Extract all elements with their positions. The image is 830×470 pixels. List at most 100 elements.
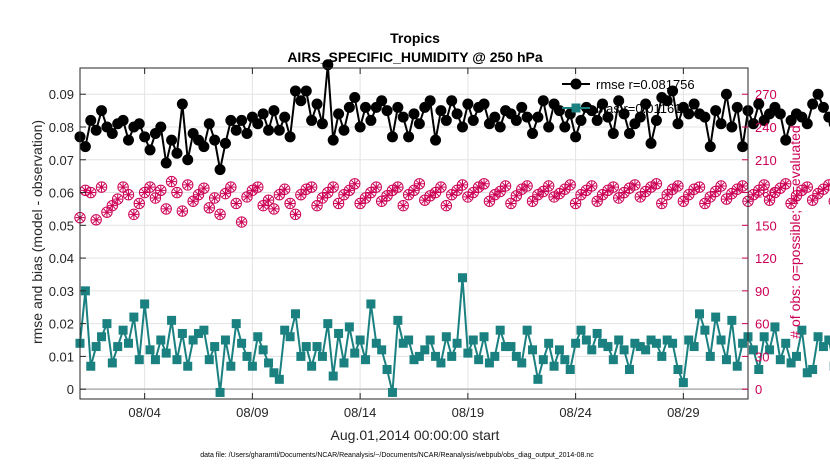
x-tick-label: 08/29 (667, 405, 700, 420)
obs-possible-point (90, 214, 102, 226)
bias-point (253, 332, 263, 342)
y2-tick-label: 270 (755, 87, 777, 102)
y-tick-label: 0.07 (49, 153, 74, 168)
obs-evaluated-point (80, 185, 90, 195)
obs-evaluated-point (592, 196, 602, 206)
rmse-point (96, 105, 108, 117)
rmse-point (780, 134, 792, 146)
obs-possible-point (182, 179, 194, 191)
bias-point (533, 374, 543, 384)
rmse-point (203, 118, 215, 130)
obs-evaluated-point (727, 189, 737, 199)
rmse-point (575, 114, 587, 126)
rmse-point (817, 101, 829, 113)
obs-evaluated-point (571, 198, 581, 209)
y-tick-label: 0.04 (49, 251, 74, 266)
obs-evaluated-point (393, 182, 403, 192)
bias-point (484, 358, 494, 368)
obs-evaluated-point (344, 185, 354, 195)
obs-evaluated-point (247, 185, 257, 195)
obs-evaluated-point (172, 187, 182, 198)
bias-point (641, 345, 651, 355)
obs-evaluated-point (587, 181, 597, 191)
obs-possible-point (284, 197, 296, 210)
rmse-point (424, 95, 436, 107)
obs-evaluated-point (797, 185, 807, 195)
bias-point (581, 335, 591, 345)
obs-possible-point (198, 182, 210, 194)
obs-evaluated-point (274, 190, 284, 200)
obs-possible-point (413, 178, 426, 190)
rmse-point (516, 101, 528, 113)
bias-point (387, 387, 397, 397)
obs-evaluated-point (107, 201, 117, 211)
obs-evaluated-point (802, 182, 812, 192)
y-tick-label: 0 (67, 382, 74, 397)
y2-tick-label: 210 (755, 153, 777, 168)
bias-point (495, 325, 505, 335)
bias-point (479, 332, 489, 342)
bias-point (673, 365, 683, 375)
obs-evaluated-point (366, 187, 376, 198)
rmse-point (176, 98, 188, 110)
obs-possible-point (155, 184, 167, 197)
rmse-point (376, 95, 388, 107)
obs-evaluated-point (479, 179, 489, 189)
obs-possible-point (230, 197, 242, 210)
obs-possible-point (225, 181, 237, 193)
obs-evaluated-point (425, 191, 435, 201)
bias-point (727, 315, 737, 325)
obs-evaluated-point (193, 190, 204, 200)
obs-evaluated-point (786, 198, 796, 209)
y2-tick-label: 60 (755, 317, 769, 332)
x-tick-label: 08/19 (452, 405, 485, 420)
rmse-point (392, 101, 404, 113)
rmse-point (386, 131, 398, 143)
obs-evaluated-point (253, 182, 263, 192)
bias-point (738, 338, 748, 348)
obs-possible-point (144, 181, 156, 193)
obs-evaluated-point (323, 187, 333, 198)
y2-tick-label: 180 (755, 186, 777, 201)
obs-evaluated-point (813, 189, 823, 199)
rmse-point (704, 141, 716, 153)
obs-evaluated-point (436, 182, 446, 192)
obs-evaluated-point (371, 182, 381, 192)
rmse-point (354, 121, 366, 133)
obs-evaluated-point (441, 201, 451, 211)
rmse-point (661, 95, 673, 107)
obs-evaluated-point (301, 184, 311, 194)
obs-evaluated-point (748, 190, 758, 200)
obs-evaluated-point (398, 201, 408, 211)
obs-evaluated-point (759, 180, 769, 190)
obs-evaluated-point (237, 217, 247, 227)
bias-point (404, 335, 414, 345)
obs-possible-point (370, 181, 382, 193)
rmse-point (198, 141, 210, 153)
rmse-point (446, 95, 458, 107)
rmse-point (774, 108, 786, 120)
bias-point (231, 319, 241, 329)
obs-evaluated-point (517, 184, 527, 194)
bias-point (420, 345, 430, 355)
obs-evaluated-point (764, 195, 775, 205)
obs-evaluated-point (123, 190, 134, 200)
obs-evaluated-point (754, 185, 764, 195)
bias-point (624, 365, 634, 375)
bias-point (129, 312, 139, 322)
bias-point (183, 361, 193, 371)
obs-evaluated-point (204, 203, 214, 213)
obs-evaluated-point (603, 185, 613, 195)
rmse-point (559, 121, 571, 133)
rmse-point (430, 134, 442, 146)
rmse-point (634, 111, 646, 123)
rmse-point (640, 98, 652, 110)
bias-point (576, 325, 586, 335)
obs-evaluated-point (608, 182, 618, 192)
obs-evaluated-point (495, 186, 505, 197)
obs-evaluated-point (312, 201, 322, 211)
rmse-point (268, 105, 280, 117)
rmse-point (289, 85, 301, 97)
rmse-point (311, 98, 323, 110)
bias-point (366, 299, 376, 309)
